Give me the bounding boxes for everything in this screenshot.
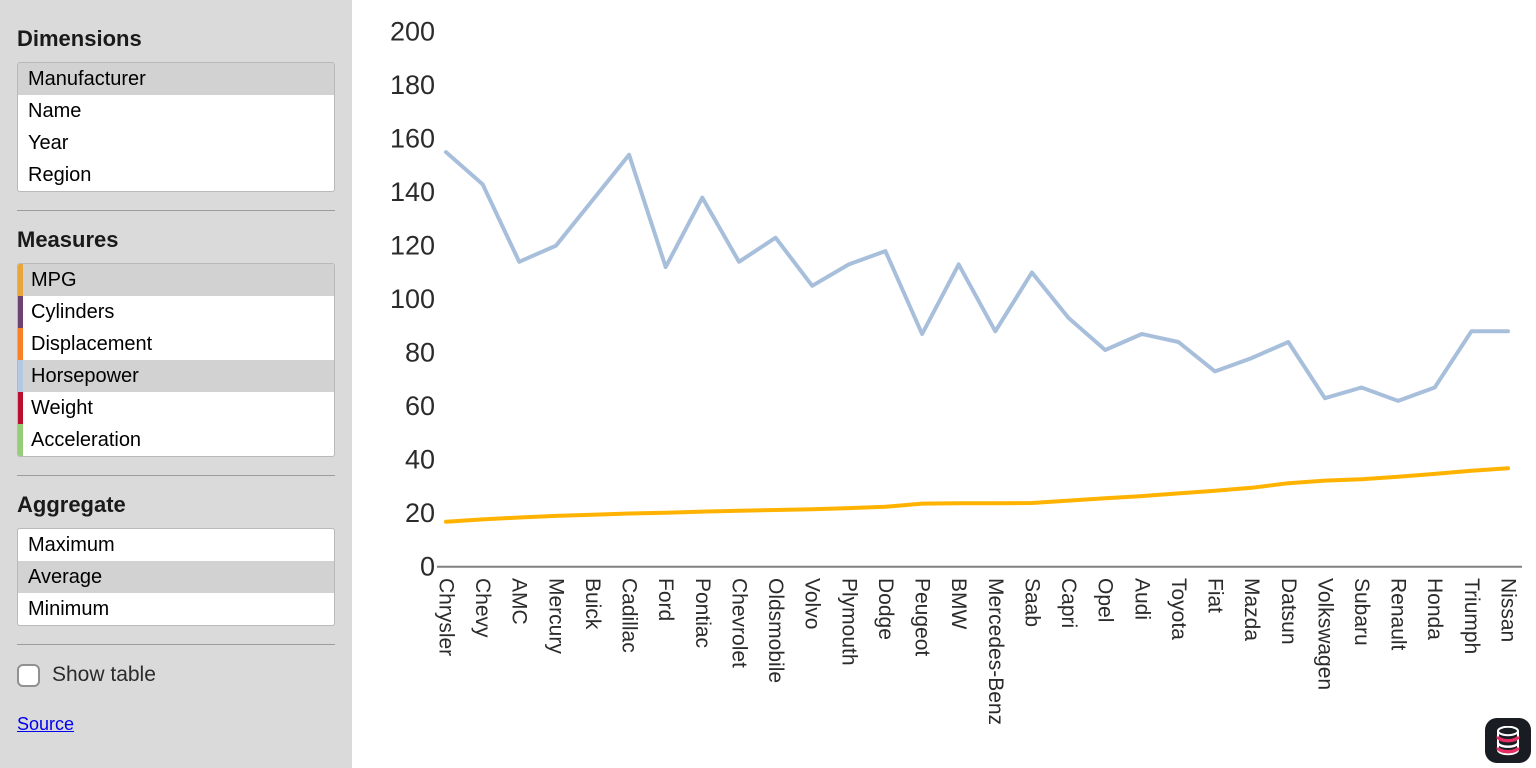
aggregate-item-average[interactable]: Average [18, 561, 334, 593]
dimensions-heading: Dimensions [17, 26, 142, 51]
x-category-label: Triumph [1460, 578, 1483, 654]
measure-item-acceleration[interactable]: Acceleration [18, 424, 334, 456]
x-category-label: BMW [947, 578, 970, 630]
x-category-label: Chevy [471, 578, 494, 638]
x-category-label: Honda [1423, 578, 1446, 640]
y-tick-label: 200 [390, 17, 435, 47]
acceleration-color-chip-icon [18, 424, 23, 456]
x-category-label: AMC [508, 578, 531, 625]
measure-item-displacement[interactable]: Displacement [18, 328, 334, 360]
measure-item-cylinders[interactable]: Cylinders [18, 296, 334, 328]
divider [17, 210, 335, 211]
dimension-item-manufacturer[interactable]: Manufacturer [18, 63, 334, 95]
x-category-label: Cadillac [618, 578, 641, 653]
measure-item-label: Horsepower [31, 365, 139, 387]
y-tick-label: 20 [405, 498, 435, 528]
x-category-label: Renault [1387, 578, 1410, 651]
dimensions-listbox: Manufacturer Name Year Region [17, 62, 335, 192]
horsepower-series-line [444, 150, 1510, 403]
x-category-label: Datsun [1277, 578, 1300, 645]
database-button[interactable] [1485, 718, 1531, 763]
divider [17, 644, 335, 645]
line-chart: 0 20 40 60 80 100 120 140 160 180 200 Chrysler Chevy… [390, 17, 1522, 725]
y-tick-label: 80 [405, 338, 435, 368]
measure-item-mpg[interactable]: MPG [18, 264, 334, 296]
dimension-item-name[interactable]: Name [18, 95, 334, 127]
divider [17, 475, 335, 476]
measure-item-label: Acceleration [31, 429, 142, 451]
dimension-item-label: Region [28, 164, 92, 186]
measures-heading: Measures [17, 227, 119, 252]
weight-color-chip-icon [18, 392, 23, 424]
x-category-label: Dodge [874, 578, 897, 640]
measures-listbox: MPG Cylinders Displacement Horsepower Weight… [17, 263, 335, 457]
aggregate-item-maximum[interactable]: Maximum [18, 529, 334, 561]
aggregate-item-label: Maximum [28, 534, 115, 556]
x-category-label: Fiat [1204, 578, 1227, 613]
x-category-label: Mercedes-Benz [984, 578, 1007, 725]
aggregate-item-label: Minimum [28, 598, 110, 620]
database-icon [1496, 725, 1520, 755]
x-category-label: Mercury [544, 578, 567, 654]
x-category-label: Volkswagen [1313, 578, 1336, 690]
show-table-checkbox[interactable] [17, 663, 40, 687]
chart-area: 0 20 40 60 80 100 120 140 160 180 200 Chrysler Chevy… [352, 0, 1536, 768]
source-link[interactable]: Source [17, 714, 75, 734]
measure-item-weight[interactable]: Weight [18, 392, 334, 424]
mpg-series-line [444, 466, 1510, 524]
cylinders-color-chip-icon [18, 296, 23, 328]
x-category-label: Mazda [1240, 578, 1263, 641]
x-category-label: Toyota [1167, 578, 1190, 640]
x-category-label: Volvo [801, 578, 824, 629]
y-tick-label: 140 [390, 177, 435, 207]
aggregate-item-minimum[interactable]: Minimum [18, 593, 334, 625]
measure-item-label: Displacement [31, 333, 153, 355]
dimension-item-region[interactable]: Region [18, 159, 334, 191]
x-category-label: Ford [654, 578, 677, 621]
control-sidebar: Dimensions Manufacturer Name Year Region Me… [0, 0, 352, 768]
measure-item-label: MPG [31, 269, 77, 291]
x-category-label: Opel [1094, 578, 1117, 622]
dimension-item-label: Year [28, 132, 69, 154]
x-category-label: Pontiac [691, 578, 714, 648]
aggregate-heading: Aggregate [17, 492, 126, 517]
y-tick-label: 0 [420, 552, 435, 582]
mpg-color-chip-icon [18, 264, 23, 296]
x-category-label: Nissan [1496, 578, 1519, 642]
y-tick-label: 180 [390, 70, 435, 100]
dimension-item-label: Manufacturer [28, 68, 146, 90]
x-category-label: Buick [581, 578, 604, 630]
y-tick-label: 60 [405, 391, 435, 421]
y-tick-label: 40 [405, 445, 435, 475]
x-category-label: Capri [1057, 578, 1080, 628]
x-category-label: Oldsmobile [764, 578, 787, 683]
x-category-label: Plymouth [837, 578, 860, 666]
horsepower-color-chip-icon [18, 360, 23, 392]
aggregate-listbox: Maximum Average Minimum [17, 528, 335, 626]
dimension-item-label: Name [28, 100, 82, 122]
measure-item-label: Cylinders [31, 301, 115, 323]
show-table-label: Show table [52, 663, 156, 686]
aggregate-item-label: Average [28, 566, 103, 588]
x-category-label: Audi [1130, 578, 1153, 620]
displacement-color-chip-icon [18, 328, 23, 360]
x-category-label: Peugeot [911, 578, 934, 656]
y-tick-label: 100 [390, 284, 435, 314]
show-table-row: Show table [17, 661, 335, 689]
dimension-item-year[interactable]: Year [18, 127, 334, 159]
measure-item-label: Weight [31, 397, 93, 419]
measure-item-horsepower[interactable]: Horsepower [18, 360, 334, 392]
y-tick-label: 120 [390, 231, 435, 261]
x-category-label: Chrysler [435, 578, 458, 656]
x-category-label: Chevrolet [727, 578, 750, 668]
y-tick-label: 160 [390, 124, 435, 154]
x-category-label: Saab [1020, 578, 1043, 627]
x-category-label: Subaru [1350, 578, 1373, 646]
